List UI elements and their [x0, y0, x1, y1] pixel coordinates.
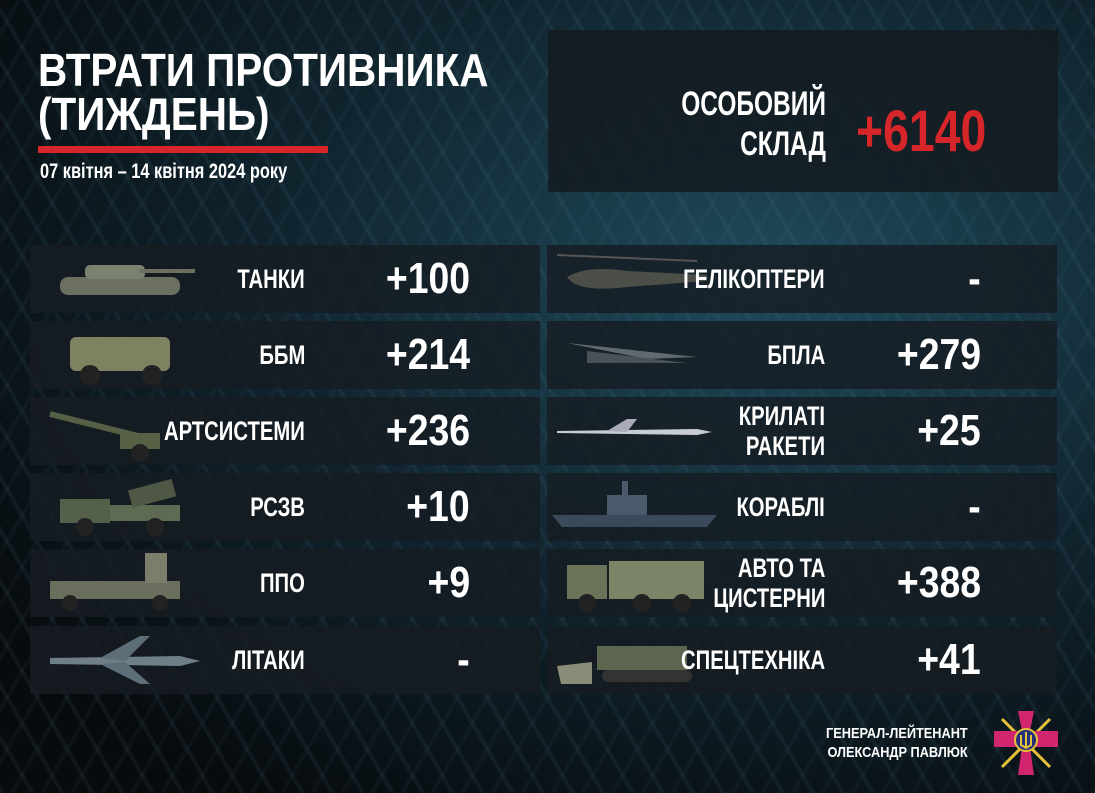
- stat-value: -: [457, 635, 470, 684]
- stat-value: +25: [917, 406, 981, 455]
- stat-value: +9: [427, 558, 470, 607]
- right-stat-row: ГЕЛІКОПТЕРИ -: [547, 245, 1057, 313]
- truck-icon: [567, 561, 704, 612]
- personnel-value: +6140: [856, 99, 987, 164]
- stat-value: -: [968, 254, 981, 303]
- stat-value: +10: [406, 482, 470, 531]
- right-stat-row: КРИЛАТІ РАКЕТИ +25: [547, 397, 1057, 465]
- artillery-icon: [49, 411, 160, 462]
- personnel-panel: ОСОБОВИЙ СКЛАД +6140: [548, 30, 1058, 192]
- right-stat-row: КОРАБЛІ -: [547, 473, 1057, 541]
- page-title: ВТРАТИ ПРОТИВНИКА (ТИЖДЕНЬ): [38, 44, 489, 140]
- left-stat-row: ТАНКИ +100: [30, 245, 540, 313]
- armored-vehicle-icon: [70, 337, 170, 385]
- signature-name: ОЛЕКСАНДР ПАВЛЮК: [827, 744, 968, 761]
- date-range: 07 квітня – 14 квітня 2024 року: [40, 160, 288, 183]
- stat-value: +100: [385, 254, 470, 303]
- left-stat-row: ББМ +214: [30, 321, 540, 389]
- stat-value: +41: [917, 635, 981, 684]
- tank-icon: [60, 265, 195, 295]
- stat-label: ТАНКИ: [237, 264, 305, 294]
- left-stat-row: ППО +9: [30, 549, 540, 617]
- left-stat-row: ЛІТАКИ -: [30, 626, 540, 694]
- stat-value: +214: [385, 330, 470, 379]
- stat-label: СПЕЦТЕХНІКА: [680, 645, 825, 675]
- title-line-2: (ТИЖДЕНЬ): [38, 88, 270, 140]
- signature-rank: ГЕНЕРАЛ-ЛЕЙТЕНАНТ: [826, 725, 968, 742]
- stat-label: КОРАБЛІ: [736, 492, 825, 522]
- stat-value: +236: [385, 406, 470, 455]
- personnel-label-line2: СКЛАД: [740, 125, 826, 163]
- helicopter-icon: [556, 254, 707, 289]
- stat-label: ГЕЛІКОПТЕРИ: [683, 264, 825, 294]
- stat-value: +279: [896, 330, 981, 379]
- stat-label: АРТСИСТЕМИ: [164, 416, 305, 446]
- title-line-1: ВТРАТИ ПРОТИВНИКА: [38, 44, 489, 96]
- stat-label: РСЗВ: [250, 492, 305, 522]
- right-stat-row: СПЕЦТЕХНІКА +41: [547, 626, 1057, 694]
- drone-icon: [567, 343, 697, 363]
- stat-label: ППО: [260, 568, 305, 598]
- armed-forces-emblem-icon: [994, 711, 1058, 775]
- stat-value: -: [968, 482, 981, 531]
- stat-label: ЛІТАКИ: [232, 645, 305, 675]
- personnel-label: ОСОБОВИЙ СКЛАД: [681, 84, 826, 164]
- stat-label: ББМ: [259, 340, 305, 370]
- stat-value: +388: [896, 558, 981, 607]
- mlrs-icon: [60, 478, 180, 536]
- stat-label: КРИЛАТІ РАКЕТИ: [738, 401, 825, 461]
- right-stat-row: АВТО ТА ЦИСТЕРНИ +388: [547, 549, 1057, 617]
- air-defense-icon: [50, 553, 180, 611]
- cruise-missile-icon: [557, 419, 712, 435]
- aircraft-icon: [50, 636, 200, 684]
- stat-label: АВТО ТА ЦИСТЕРНИ: [712, 553, 825, 613]
- ship-icon: [552, 481, 717, 527]
- title-underline: [38, 146, 328, 153]
- left-stat-row: АРТСИСТЕМИ +236: [30, 397, 540, 465]
- left-stat-row: РСЗВ +10: [30, 473, 540, 541]
- signature: ГЕНЕРАЛ-ЛЕЙТЕНАНТ ОЛЕКСАНДР ПАВЛЮК: [826, 724, 968, 762]
- right-stat-row: БПЛА +279: [547, 321, 1057, 389]
- personnel-label-line1: ОСОБОВИЙ: [681, 85, 826, 123]
- stat-label: БПЛА: [767, 340, 825, 370]
- engineering-vehicle-icon: [557, 646, 692, 684]
